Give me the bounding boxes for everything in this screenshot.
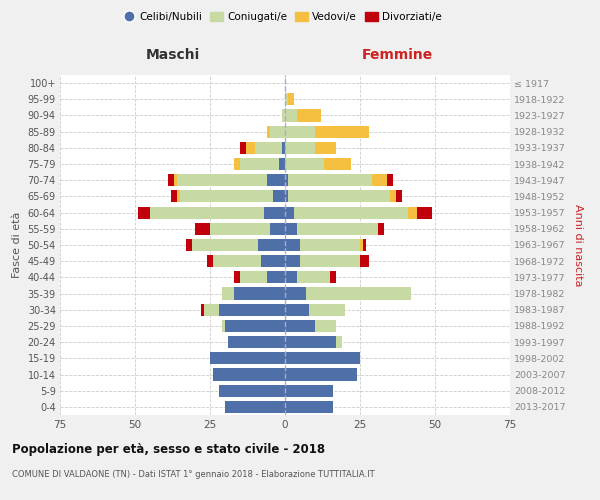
Bar [417,206,432,218]
Bar [225,401,285,413]
Bar [294,206,408,218]
Bar [285,272,297,283]
Bar [378,222,384,235]
Bar [240,272,267,283]
Bar [261,255,285,268]
Bar [288,174,372,186]
Text: Maschi: Maschi [145,48,200,62]
Bar [297,222,378,235]
Bar [360,255,369,268]
Bar [234,158,240,170]
Bar [270,222,285,235]
Bar [285,336,336,348]
Bar [210,352,285,364]
Bar [186,239,192,251]
Bar [285,320,315,332]
Bar [177,190,180,202]
Bar [267,272,285,283]
Bar [171,190,177,202]
Bar [255,142,282,154]
Bar [246,142,255,154]
Bar [285,255,300,268]
Bar [396,190,402,202]
Bar [282,110,285,122]
Bar [222,320,225,332]
Bar [180,190,273,202]
Bar [288,93,294,106]
Bar [306,288,411,300]
Bar [201,304,204,316]
Bar [285,142,315,154]
Bar [297,110,321,122]
Bar [168,174,174,186]
Bar [387,174,393,186]
Bar [240,142,246,154]
Bar [285,110,297,122]
Bar [315,320,336,332]
Bar [408,206,417,218]
Bar [234,288,285,300]
Bar [360,239,363,251]
Bar [285,93,288,106]
Bar [213,368,285,380]
Bar [138,206,150,218]
Bar [219,384,285,397]
Bar [315,126,369,138]
Bar [150,206,264,218]
Bar [282,142,285,154]
Bar [279,158,285,170]
Bar [213,255,261,268]
Bar [195,222,210,235]
Bar [285,304,309,316]
Bar [267,126,270,138]
Text: COMUNE DI VALDAONE (TN) - Dati ISTAT 1° gennaio 2018 - Elaborazione TUTTITALIA.I: COMUNE DI VALDAONE (TN) - Dati ISTAT 1° … [12,470,374,479]
Legend: Celibi/Nubili, Coniugati/e, Vedovi/e, Divorziati/e: Celibi/Nubili, Coniugati/e, Vedovi/e, Di… [118,8,446,26]
Bar [309,304,345,316]
Bar [240,158,279,170]
Bar [174,174,177,186]
Bar [372,174,387,186]
Bar [285,401,333,413]
Bar [285,158,324,170]
Bar [210,222,270,235]
Bar [330,272,336,283]
Bar [264,206,285,218]
Bar [285,174,288,186]
Bar [285,288,306,300]
Bar [285,352,360,364]
Bar [336,336,342,348]
Bar [285,384,333,397]
Bar [315,142,336,154]
Bar [267,174,285,186]
Bar [225,320,285,332]
Bar [270,126,285,138]
Bar [222,288,234,300]
Bar [273,190,285,202]
Text: Popolazione per età, sesso e stato civile - 2018: Popolazione per età, sesso e stato civil… [12,442,325,456]
Y-axis label: Anni di nascita: Anni di nascita [572,204,583,286]
Bar [234,272,240,283]
Bar [285,126,315,138]
Bar [390,190,396,202]
Bar [228,336,285,348]
Bar [288,190,390,202]
Bar [204,304,219,316]
Bar [300,255,360,268]
Bar [300,239,360,251]
Bar [285,368,357,380]
Bar [258,239,285,251]
Bar [177,174,267,186]
Bar [192,239,258,251]
Bar [324,158,351,170]
Y-axis label: Fasce di età: Fasce di età [12,212,22,278]
Bar [285,222,297,235]
Bar [297,272,330,283]
Bar [285,206,294,218]
Bar [363,239,366,251]
Bar [285,239,300,251]
Bar [285,190,288,202]
Bar [219,304,285,316]
Text: Femmine: Femmine [362,48,433,62]
Bar [207,255,213,268]
